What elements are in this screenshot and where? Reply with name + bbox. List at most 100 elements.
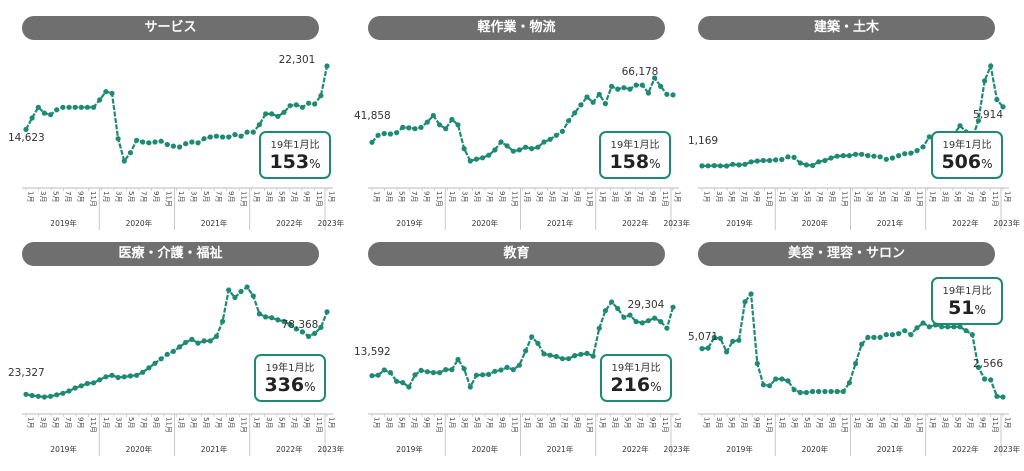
data-point xyxy=(281,109,287,115)
data-point xyxy=(152,360,158,366)
ratio-unit: % xyxy=(650,380,662,394)
data-point xyxy=(645,318,651,324)
x-tick-label: 11月 xyxy=(586,417,594,433)
x-tick-label: 9月 xyxy=(753,417,761,428)
data-point xyxy=(615,305,621,312)
data-point xyxy=(146,140,152,146)
data-point xyxy=(152,139,158,145)
start-value-label: 14,623 xyxy=(8,132,45,144)
x-tick-label: 5月 xyxy=(127,417,135,428)
x-tick-label: 1月 xyxy=(328,417,336,428)
end-value-label: 78,368 xyxy=(282,319,319,331)
data-point xyxy=(220,318,226,324)
x-tick-label: 5月 xyxy=(398,417,406,428)
data-point xyxy=(767,383,773,389)
data-point xyxy=(369,139,375,145)
ratio-number: 216 xyxy=(610,374,651,396)
year-label: 2021年 xyxy=(877,444,904,454)
data-point xyxy=(486,152,492,158)
data-point xyxy=(559,356,565,362)
x-tick-label: 7月 xyxy=(815,417,823,428)
data-point xyxy=(121,158,127,164)
ratio-caption: 19年1月比 xyxy=(942,140,992,151)
series-line xyxy=(701,291,1004,399)
year-label: 2022年 xyxy=(276,218,303,228)
x-tick-label: 11月 xyxy=(240,417,248,433)
x-tick-label: 9月 xyxy=(828,417,836,428)
data-point xyxy=(35,104,41,110)
chart-title: 医療・介護・福祉 xyxy=(22,242,319,266)
ratio-box: 19年1月比 336% xyxy=(254,354,326,402)
x-tick-label: 1月 xyxy=(252,191,260,202)
data-point xyxy=(424,369,430,375)
panel-medical: 医療・介護・福祉 1月 3月 5月 7月 9月 11月 1月 3月 5月 7月 9月 11月 1月 3月 5月… xyxy=(8,242,345,468)
data-point xyxy=(299,104,305,110)
data-point xyxy=(523,144,529,150)
data-point xyxy=(724,349,730,355)
x-tick-label: 1月 xyxy=(928,417,936,428)
x-tick-label: 9月 xyxy=(498,417,506,428)
data-point xyxy=(256,311,262,317)
data-point xyxy=(748,159,754,165)
data-point xyxy=(91,104,97,110)
end-value-label: 5,914 xyxy=(973,109,1003,121)
data-point xyxy=(754,158,760,164)
data-point xyxy=(103,89,109,95)
data-point xyxy=(859,341,865,347)
year-label: 2022年 xyxy=(622,218,649,228)
data-point xyxy=(566,118,572,124)
data-point xyxy=(664,91,670,97)
data-point xyxy=(312,101,318,107)
data-point xyxy=(387,131,393,137)
data-point xyxy=(828,155,834,161)
data-point xyxy=(736,337,742,343)
data-point xyxy=(529,334,535,340)
data-point xyxy=(920,320,926,326)
x-tick-label: 5月 xyxy=(953,417,961,428)
data-point xyxy=(244,284,250,290)
data-point xyxy=(516,147,522,153)
x-tick-label: 1月 xyxy=(373,191,381,202)
x-tick-label: 7月 xyxy=(636,191,644,202)
data-point xyxy=(48,112,54,118)
year-label: 2019年 xyxy=(50,218,77,228)
x-tick-label: 5月 xyxy=(473,417,481,428)
x-tick-label: 1月 xyxy=(778,191,786,202)
data-point xyxy=(969,332,975,338)
data-point xyxy=(957,324,963,330)
data-point xyxy=(60,104,66,110)
ratio-box: 19年1月比 51% xyxy=(931,277,1003,325)
data-point xyxy=(785,154,791,160)
data-point xyxy=(109,90,115,96)
x-tick-label: 11月 xyxy=(661,417,669,433)
x-tick-label: 5月 xyxy=(202,417,210,428)
x-tick-label: 11月 xyxy=(765,417,773,433)
data-point xyxy=(853,360,859,367)
data-point xyxy=(41,110,47,116)
data-point xyxy=(412,126,418,132)
x-tick-label: 7月 xyxy=(561,417,569,428)
data-point xyxy=(170,143,176,149)
data-point xyxy=(859,151,865,157)
x-tick-label: 11月 xyxy=(765,191,773,207)
end-value-label: 66,178 xyxy=(622,66,659,78)
x-tick-label: 1月 xyxy=(598,417,606,428)
data-point xyxy=(299,329,305,335)
x-tick-label: 5月 xyxy=(548,191,556,202)
data-point xyxy=(293,326,299,332)
data-point xyxy=(602,101,608,107)
x-tick-label: 7月 xyxy=(139,191,147,202)
x-tick-label: 7月 xyxy=(410,191,418,202)
ratio-caption: 19年1月比 xyxy=(270,140,320,151)
data-point xyxy=(437,370,443,376)
x-tick-label: 9月 xyxy=(978,191,986,202)
data-point xyxy=(699,346,705,352)
data-point xyxy=(400,380,406,386)
data-point xyxy=(779,156,785,163)
x-tick-label: 1月 xyxy=(1004,191,1012,202)
data-point xyxy=(877,334,883,340)
year-label: 2019年 xyxy=(726,444,753,454)
x-tick-label: 5月 xyxy=(803,191,811,202)
data-point xyxy=(926,134,932,140)
data-point xyxy=(480,372,486,378)
